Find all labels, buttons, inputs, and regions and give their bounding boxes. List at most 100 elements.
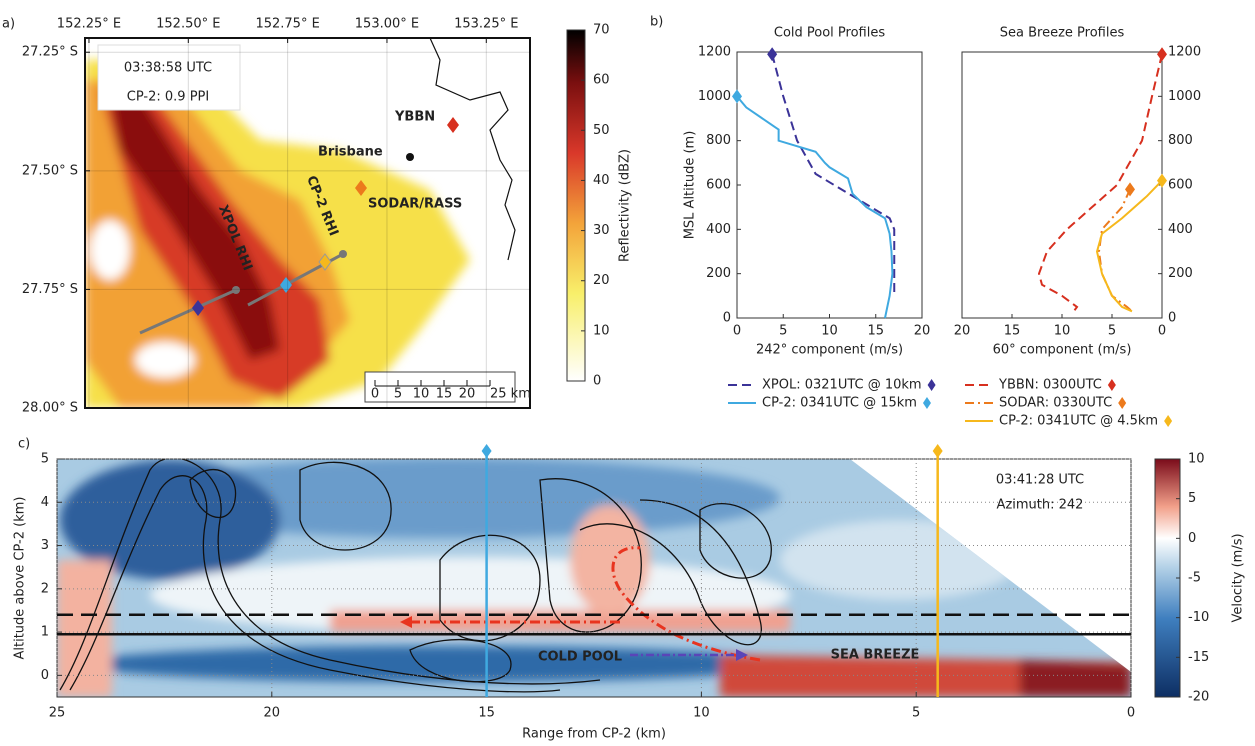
x-tick-label: 15 [867,324,884,339]
colorbar-tick-label: -5 [1188,571,1201,586]
reflectivity-colorbar [566,29,586,382]
x-axis-label: 242° component (m/s) [756,343,903,358]
colorbar-label: Velocity (m/s) [1231,533,1246,622]
scale-label: 20 [459,387,476,402]
scale-label: 25 km [490,387,531,402]
vel-shape [1020,660,1131,697]
panel-label: c) [18,437,30,452]
contour [69,475,561,693]
y-tick-label: 1 [41,625,49,640]
y-tick-label: 0 [1168,311,1176,326]
y-tick-label: 400 [706,222,731,237]
y-tick-label: 27.75° S [22,282,78,297]
y-tick-label: 200 [1168,266,1193,281]
legend-marker [922,397,931,409]
x-tick-label: 20 [954,324,971,339]
scale-label: 10 [413,387,430,402]
map-label: SODAR/RASS [368,197,462,212]
reference-marker [932,444,943,458]
vel-shape [570,505,650,615]
x-tick-label: 0 [1127,706,1135,721]
reference-marker [481,444,492,458]
scale-box [364,371,516,403]
colorbar-label: Reflectivity (dBZ) [618,149,633,262]
annotation: Azimuth: 242 [997,498,1084,513]
profile-line [1037,53,1163,315]
y-tick-label: 0 [723,311,731,326]
sodar-diamond [355,180,367,196]
y-tick-label: 4 [41,495,49,510]
panel-label: a) [2,17,15,32]
arrow-head [400,616,412,628]
legend-label: YBBN: 0300UTC [998,378,1102,393]
x-tick-label: 0 [1158,324,1166,339]
colorbar-tick-label: 40 [593,173,610,188]
y-axis-label: Altitude above CP-2 (km) [13,497,28,660]
vel-shape [60,460,280,580]
cp2-sb-diamond [318,253,332,271]
profile-marker [767,47,778,62]
colorbar-tick-label: -15 [1188,650,1209,665]
legend-label: CP-2: 0341UTC @ 15km [762,396,917,411]
x-axis-label: Range from CP-2 (km) [522,727,666,742]
contour [439,534,541,642]
xpol-site [232,286,240,294]
y-tick-label: 1200 [698,45,731,60]
map-label: 03:38:58 UTC [124,61,212,76]
chart-title: Sea Breeze Profiles [1000,26,1125,41]
contours [59,459,772,693]
vel-shape [80,646,800,682]
contour [59,459,601,691]
profile-line [1095,179,1163,313]
map-label: YBBN [394,110,435,125]
legend-marker [927,379,936,391]
y-tick-label: 1200 [1168,45,1201,60]
map-label: CP-2: 0.9 PPI [127,90,209,105]
x-tick-label: 153.25° E [454,17,518,32]
x-tick-label: 5 [1108,324,1116,339]
y-tick-label: 2 [41,581,49,596]
legend-label: SODAR: 0330UTC [999,396,1112,411]
chart-title: Cold Pool Profiles [774,26,885,41]
reflectivity-field [85,38,530,408]
vel-shape [57,560,112,697]
scale-label: 0 [371,387,379,402]
y-tick-label: 800 [706,133,731,148]
x-tick-label: 152.50° E [156,17,220,32]
arrow-head [736,649,748,661]
y-tick-label: 1000 [1168,89,1201,104]
cp2-site [339,250,347,258]
cp2-diamond [280,277,292,293]
profile-marker [1125,182,1135,197]
y-axis-label: MSL Altitude (m) [683,131,698,240]
colorbar-tick-label: 30 [593,223,610,238]
legend-label: CP-2: 0341UTC @ 4.5km [999,414,1158,429]
xpol-rhi-line [139,288,237,335]
contour [579,499,762,646]
colorbar-tick-label: 0 [593,374,601,389]
contour [409,639,512,683]
profile-marker [1157,47,1167,62]
sea-breeze-arrow [611,546,761,662]
colorbar-tick-label: 10 [593,323,610,338]
annotation: COLD POOL [538,650,622,665]
contour [539,478,642,633]
xpol-diamond [192,300,204,316]
colorbar-tick-label: -20 [1188,690,1209,705]
x-tick-label: 20 [914,324,931,339]
x-tick-label: 152.75° E [255,17,319,32]
colorbar-tick-label: -10 [1188,610,1209,625]
velocity-shapes [57,459,1131,697]
x-axis-label: 60° component (m/s) [993,343,1132,358]
x-tick-label: 10 [693,706,710,721]
y-tick-label: 600 [706,178,731,193]
colorbar-tick-label: 20 [593,273,610,288]
legend-label: XPOL: 0321UTC @ 10km [762,378,922,393]
x-tick-label: 10 [1054,324,1071,339]
contour [299,461,392,551]
colorbar-tick-label: 70 [593,23,610,38]
plot-frame [961,51,1163,319]
x-tick-label: 153.00° E [355,17,419,32]
colorbar-tick-label: 0 [1188,531,1196,546]
panel-label: b) [650,15,663,30]
